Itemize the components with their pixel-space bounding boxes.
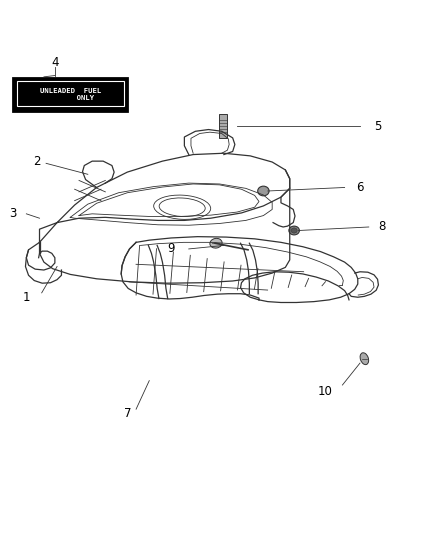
Text: 3: 3: [10, 207, 17, 220]
Text: 7: 7: [123, 407, 131, 420]
Text: 1: 1: [22, 290, 30, 304]
Ellipse shape: [359, 353, 368, 365]
Bar: [218, 114, 227, 138]
Text: 8: 8: [378, 221, 385, 233]
Text: 5: 5: [373, 119, 380, 133]
Text: 9: 9: [167, 243, 175, 255]
Text: UNLEADED  FUEL
       ONLY: UNLEADED FUEL ONLY: [39, 88, 101, 101]
Ellipse shape: [209, 238, 222, 248]
Text: 10: 10: [317, 385, 332, 398]
Ellipse shape: [257, 186, 268, 196]
Ellipse shape: [290, 228, 297, 233]
Text: 2: 2: [33, 155, 41, 168]
Ellipse shape: [288, 226, 299, 235]
Text: 4: 4: [51, 56, 59, 69]
FancyBboxPatch shape: [13, 78, 127, 111]
Text: 6: 6: [355, 181, 363, 194]
